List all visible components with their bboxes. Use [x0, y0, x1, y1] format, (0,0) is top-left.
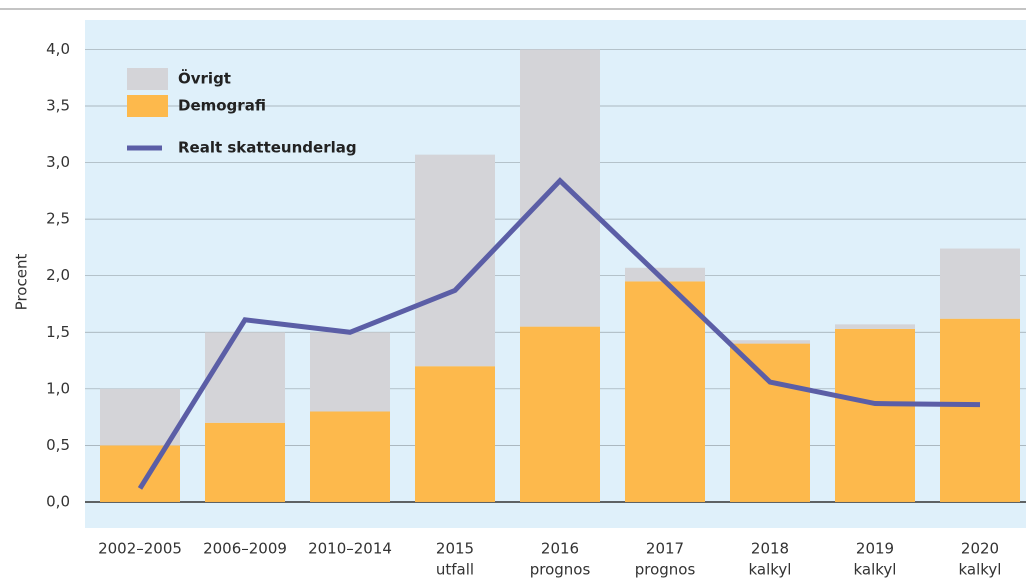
x-tick-label: prognos: [530, 561, 591, 579]
x-tick-label: 2015: [436, 540, 474, 558]
bar: [415, 366, 495, 502]
legend-swatch: [127, 68, 168, 90]
y-tick-label: 2,5: [46, 210, 70, 228]
y-tick-label: 1,5: [46, 323, 70, 341]
bar: [730, 340, 810, 344]
x-tick-label: kalkyl: [854, 561, 897, 579]
x-tick-label: 2010–2014: [308, 540, 392, 558]
bar: [625, 267, 705, 282]
bar: [205, 422, 285, 502]
bar: [310, 411, 390, 502]
x-tick-label: 2019: [856, 540, 894, 558]
bar: [730, 343, 810, 502]
y-axis-label: Procent: [13, 254, 31, 311]
x-tick-label: utfall: [436, 561, 474, 579]
bar: [940, 248, 1020, 319]
bar: [940, 318, 1020, 502]
y-tick-label: 3,0: [46, 153, 70, 171]
bar: [100, 445, 180, 502]
y-tick-label: 3,5: [46, 96, 70, 114]
bar: [625, 281, 705, 502]
y-tick-label: 1,0: [46, 379, 70, 397]
x-tick-label: kalkyl: [749, 561, 792, 579]
legend-label: Övrigt: [178, 69, 231, 88]
bar: [520, 49, 600, 327]
y-tick-label: 4,0: [46, 40, 70, 58]
x-tick-label: 2016: [541, 540, 579, 558]
bar: [835, 324, 915, 329]
y-tick-label: 0,5: [46, 436, 70, 454]
y-tick-label: 0,0: [46, 492, 70, 510]
x-tick-label: 2006–2009: [203, 540, 287, 558]
x-tick-label: prognos: [635, 561, 696, 579]
bar: [520, 326, 600, 502]
bar: [100, 388, 180, 446]
bar: [205, 332, 285, 423]
x-tick-label: 2020: [961, 540, 999, 558]
y-tick-label: 2,0: [46, 266, 70, 284]
x-tick-label: kalkyl: [959, 561, 1002, 579]
bar: [310, 332, 390, 412]
legend-label: Demografi: [178, 97, 266, 115]
line-series: [137, 177, 981, 490]
bar: [835, 328, 915, 502]
x-tick-label: 2017: [646, 540, 684, 558]
x-tick-label: 2002–2005: [98, 540, 182, 558]
legend-swatch: [127, 95, 168, 117]
legend-label: Realt skatteunderlag: [178, 139, 357, 157]
x-tick-label: 2018: [751, 540, 789, 558]
